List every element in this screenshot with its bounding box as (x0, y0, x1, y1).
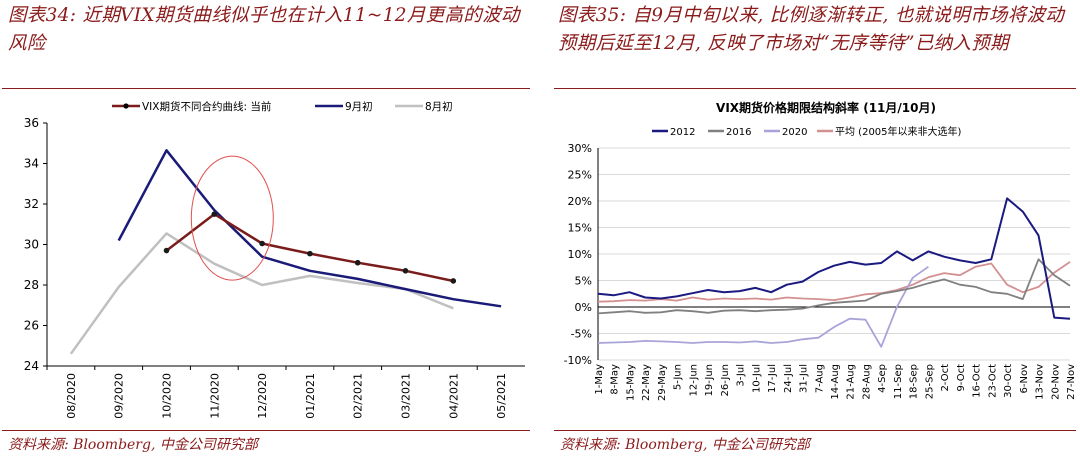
y-tick-label: 30% (568, 142, 592, 155)
series-line (597, 258, 1071, 315)
legend-item: 平均 (2005年以来非大选年) (817, 125, 962, 138)
x-tick-label: 10/2020 (161, 373, 174, 419)
y-tick-label: 24 (24, 359, 39, 373)
x-tick-label: 13-Nov (1035, 364, 1046, 400)
highlight-ellipse (190, 155, 274, 281)
y-tick-label: 30 (24, 238, 39, 252)
series-line (69, 232, 454, 355)
x-tick-label: 20-Nov (1050, 364, 1061, 400)
x-tick-label: 17-Jul (767, 364, 778, 393)
series-line (597, 197, 1071, 320)
x-tick-label: 22-May (641, 364, 652, 401)
x-tick-label: 12/2020 (256, 373, 269, 419)
left-figure: 图表34: 近期VIX期货曲线似乎也在计入11~12月更高的波动风险 24 26 2… (0, 0, 534, 461)
y-tick-label: 10% (568, 248, 592, 261)
series-line (597, 261, 1071, 303)
x-tick-label: 02/2021 (352, 373, 365, 419)
legend-label: 9月初 (345, 100, 373, 113)
left-chart: 24 26 28 30 32 34 36 08/2020 09/2020 10/2020 11/20… (24, 100, 525, 419)
y-tick-label: 32 (24, 197, 39, 211)
x-tick-label: 6-Nov (1019, 364, 1030, 394)
legend-item: 2012 (652, 127, 695, 138)
legend-item: 9月初 (315, 100, 373, 113)
y-tick-label: -5% (571, 328, 592, 341)
legend-label: 2012 (670, 127, 695, 138)
legend-item: 2020 (764, 127, 807, 138)
legend-label: 8月初 (425, 100, 453, 113)
x-tick-label: 08/2020 (65, 373, 78, 419)
x-tick-label: 25-Sep (924, 364, 935, 399)
x-tick-label: 30-Oct (1003, 364, 1014, 398)
y-tick-label: 20% (568, 195, 592, 208)
legend-item: VIX期货不同合约曲线: 当前 (112, 100, 271, 113)
legend-item: 8月初 (395, 100, 453, 113)
y-tick-label: 0% (575, 301, 592, 314)
right-figure: 图表35: 自9月中旬以来, 比例逐渐转正, 也就说明市场将波动预期后延至12月… (552, 0, 1080, 461)
x-tick-label: 24-Jul (783, 364, 794, 393)
x-tick-label: 15-May (625, 364, 636, 401)
data-point (354, 259, 361, 266)
x-tick-label: 2-Oct (940, 364, 951, 392)
legend-label: 2020 (782, 127, 807, 138)
x-tick-label: 09/2020 (113, 373, 126, 419)
x-tick-label: 04/2021 (447, 373, 460, 419)
right-top-rule (554, 88, 1076, 89)
y-tick-label: 25% (568, 169, 592, 182)
y-tick-label: 5% (575, 275, 592, 288)
x-tick-label: 8-May (610, 364, 621, 395)
legend-label: VIX期货不同合约曲线: 当前 (142, 100, 271, 113)
x-tick-label: 27-Nov (1066, 364, 1077, 400)
left-source: 资料来源: Bloomberg, 中金公司研究部 (8, 437, 258, 453)
y-tick-label: 26 (24, 319, 39, 333)
right-bottom-rule (554, 430, 1076, 431)
data-point (211, 211, 218, 217)
left-figure-title: 图表34: 近期VIX期货曲线似乎也在计入11~12月更高的波动风险 (8, 5, 520, 54)
x-tick-label: 12-Jun (688, 364, 699, 397)
legend-item: 2016 (708, 127, 751, 138)
right-figure-title: 图表35: 自9月中旬以来, 比例逐渐转正, 也就说明市场将波动预期后延至12月… (558, 5, 1065, 54)
legend-label: 2016 (726, 127, 751, 138)
data-point (163, 247, 170, 254)
x-tick-label: 26-Jun (720, 364, 731, 397)
x-tick-label: 7-Aug (814, 364, 825, 393)
x-tick-label: 29-May (657, 364, 668, 401)
x-tick-label: 05/2021 (495, 373, 508, 419)
left-bottom-rule (2, 430, 530, 431)
x-tick-label: 9-Oct (956, 364, 967, 392)
y-tick-label: -10% (564, 354, 592, 367)
x-tick-label: 14-Aug (830, 364, 841, 400)
x-tick-label: 18-Sep (909, 364, 920, 399)
y-tick-label: 28 (24, 278, 39, 292)
x-tick-label: 03/2021 (400, 373, 413, 419)
x-tick-label: 3-Jul (736, 364, 747, 387)
data-point (307, 250, 313, 257)
data-point (402, 268, 409, 274)
y-tick-label: 36 (24, 116, 39, 130)
chart-title: VIX期货价格期限结构斜率 (11月/10月) (716, 100, 936, 115)
legend-marker (123, 103, 129, 109)
data-point (450, 278, 457, 284)
x-tick-label: 19-Jun (704, 364, 715, 397)
x-tick-label: 01/2021 (304, 373, 317, 419)
data-point (259, 240, 265, 247)
series-line (597, 265, 929, 348)
x-tick-label: 1-May (594, 364, 605, 395)
right-chart: VIX期货价格期限结构斜率 (11月/10月) -10% -5% 0% 5% 10% 15%… (564, 100, 1077, 401)
y-tick-label: 34 (24, 157, 39, 171)
right-source: 资料来源: Bloomberg, 中金公司研究部 (560, 437, 810, 453)
x-tick-label: 10-Jul (751, 364, 762, 393)
left-top-rule (2, 88, 530, 89)
x-tick-label: 28-Aug (861, 364, 872, 400)
y-tick-label: 15% (568, 222, 592, 235)
x-tick-label: 21-Aug (846, 364, 857, 400)
legend-label: 平均 (2005年以来非大选年) (835, 125, 962, 138)
x-tick-label: 4-Sep (877, 364, 888, 393)
x-tick-label: 31-Jul (799, 364, 810, 393)
series-line (117, 149, 502, 308)
x-tick-label: 23-Oct (987, 364, 998, 398)
x-tick-label: 16-Oct (972, 364, 983, 398)
x-tick-label: 5-Jun (673, 364, 684, 390)
x-tick-label: 11-Sep (893, 364, 904, 399)
x-tick-label: 11/2020 (208, 373, 221, 419)
